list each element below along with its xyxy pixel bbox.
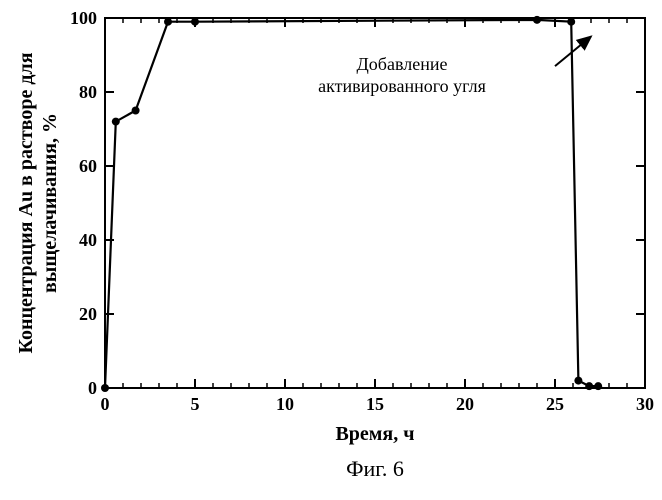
x-tick-label: 15 <box>366 394 384 414</box>
y-axis-title-line-2: выщелачивания, % <box>39 113 61 293</box>
y-tick-label: 60 <box>79 156 97 176</box>
x-tick-label: 30 <box>636 394 654 414</box>
data-point-marker <box>567 18 575 26</box>
data-point-marker <box>164 18 172 26</box>
x-tick-label: 5 <box>191 394 200 414</box>
figure-caption: Фиг. 6 <box>346 456 404 481</box>
data-point-marker <box>101 384 109 392</box>
data-point-marker <box>594 382 602 390</box>
data-point-marker <box>112 118 120 126</box>
x-tick-label: 25 <box>546 394 564 414</box>
x-axis-title: Время, ч <box>335 423 414 445</box>
data-point-marker <box>585 382 593 390</box>
x-axis-tick-labels: 0 5 10 15 20 25 30 <box>101 394 655 414</box>
x-tick-label: 10 <box>276 394 294 414</box>
annotation-line-1: Добавление <box>357 54 448 74</box>
data-point-marker <box>191 18 199 26</box>
y-tick-label: 100 <box>70 8 97 28</box>
x-tick-label: 0 <box>101 394 110 414</box>
y-tick-label: 0 <box>88 378 97 398</box>
data-point-marker <box>132 107 140 115</box>
y-axis-tick-labels: 0 20 40 60 80 100 <box>70 8 97 398</box>
y-axis-title-line-1: Концентрация Au в растворе для <box>15 52 37 353</box>
data-series-markers <box>101 16 602 392</box>
annotation-line-2: активированного угля <box>318 76 486 96</box>
data-point-marker <box>574 377 582 385</box>
y-tick-label: 80 <box>79 82 97 102</box>
x-tick-label: 20 <box>456 394 474 414</box>
data-point-marker <box>533 16 541 24</box>
y-tick-label: 20 <box>79 304 97 324</box>
chart-canvas: 0 5 10 15 20 25 30 0 20 40 60 80 100 Добавление акт… <box>0 0 662 500</box>
y-tick-label: 40 <box>79 230 97 250</box>
